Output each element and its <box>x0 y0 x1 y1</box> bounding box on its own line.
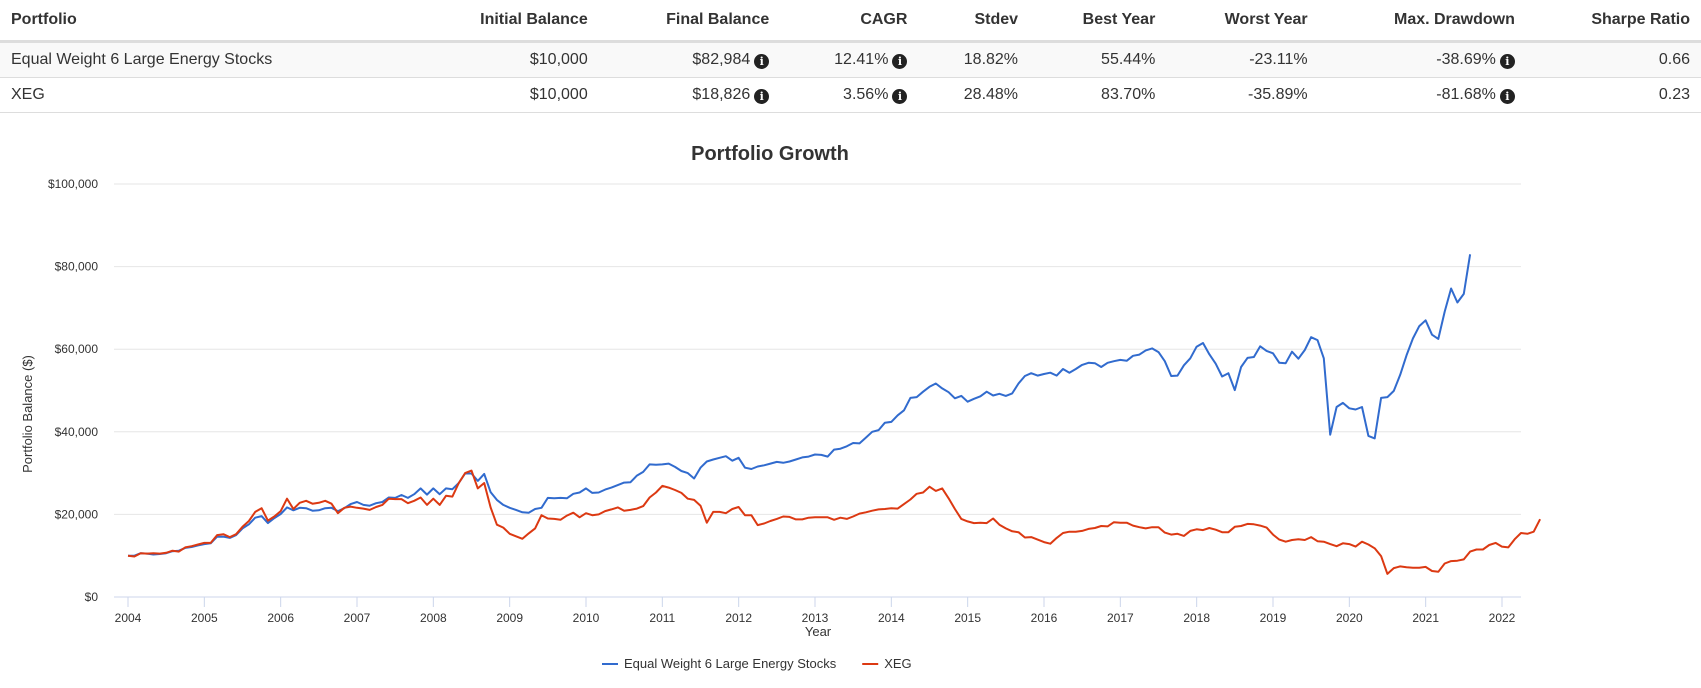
x-tick-label: 2021 <box>1412 611 1439 625</box>
max-drawdown-value: -38.69% <box>1436 51 1496 68</box>
cell-final-balance: $18,826 i <box>598 77 781 113</box>
header-max-drawdown: Max. Drawdown <box>1318 0 1526 43</box>
table-row: Equal Weight 6 Large Energy Stocks $10,0… <box>0 41 1701 78</box>
y-tick-label: $100,000 <box>48 177 98 191</box>
x-tick-label: 2005 <box>191 611 218 625</box>
header-stdev: Stdev <box>918 0 1030 43</box>
legend: Equal Weight 6 Large Energy Stocks XEG <box>602 656 912 671</box>
cagr-value: 3.56% <box>843 86 889 103</box>
cell-initial-balance: $10,000 <box>410 77 599 113</box>
cell-stdev: 18.82% <box>918 41 1030 78</box>
cell-sharpe-ratio: 0.66 <box>1525 41 1701 78</box>
cell-worst-year: -35.89% <box>1166 77 1319 113</box>
portfolio-stats-table: Portfolio Initial Balance Final Balance … <box>0 0 1701 113</box>
y-tick-label: $40,000 <box>55 425 99 439</box>
x-tick-label: 2007 <box>344 611 371 625</box>
legend-label[interactable]: Equal Weight 6 Large Energy Stocks <box>624 656 837 671</box>
table-row: XEG $10,000 $18,826 i 3.56% i 28.48% 83.70… <box>0 77 1701 113</box>
series-lines <box>127 254 1541 575</box>
x-axis: 2004 2005 2006 2007 2008 2009 2010 2011 2012 2013… <box>114 596 1521 625</box>
x-tick-label: 2013 <box>802 611 829 625</box>
y-tick-label: $80,000 <box>55 260 99 274</box>
max-drawdown-value: -81.68% <box>1436 86 1496 103</box>
series-line-xeg <box>127 469 1541 575</box>
cell-max-drawdown: -81.68% i <box>1318 77 1526 113</box>
x-tick-label: 2015 <box>954 611 981 625</box>
cell-portfolio: Equal Weight 6 Large Energy Stocks <box>0 41 411 78</box>
info-circle-icon[interactable]: i <box>754 89 770 104</box>
x-tick-label: 2011 <box>649 611 675 625</box>
x-tick-label: 2009 <box>496 611 523 625</box>
x-tick-label: 2012 <box>725 611 752 625</box>
y-axis-ticks: $0 $20,000 $40,000 $60,000 $80,000 $100,000 <box>48 177 98 604</box>
header-initial-balance: Initial Balance <box>410 0 599 43</box>
info-circle-icon[interactable]: i <box>1499 89 1515 104</box>
x-tick-label: 2016 <box>1031 611 1058 625</box>
x-tick-label: 2022 <box>1489 611 1516 625</box>
x-tick-label: 2004 <box>115 611 142 625</box>
final-balance-value: $18,826 <box>692 86 751 103</box>
series-line-equal-weight-6-large-energy-stocks <box>128 254 1472 557</box>
x-tick-label: 2006 <box>267 611 294 625</box>
legend-label[interactable]: XEG <box>884 656 911 671</box>
info-circle-icon[interactable]: i <box>892 54 908 69</box>
cell-portfolio: XEG <box>0 77 411 113</box>
x-tick-label: 2018 <box>1183 611 1210 625</box>
chart-title: Portfolio Growth <box>691 143 849 165</box>
y-axis-title: Portfolio Balance ($) <box>20 355 35 473</box>
cell-max-drawdown: -38.69% i <box>1318 41 1526 78</box>
header-portfolio: Portfolio <box>0 0 411 43</box>
cell-cagr: 3.56% i <box>780 77 919 113</box>
cell-cagr: 12.41% i <box>780 41 919 78</box>
y-tick-label: $20,000 <box>55 507 99 521</box>
cell-initial-balance: $10,000 <box>410 41 599 78</box>
cell-best-year: 55.44% <box>1029 41 1167 78</box>
info-circle-icon[interactable]: i <box>754 54 770 69</box>
header-sharpe-ratio: Sharpe Ratio <box>1525 0 1701 43</box>
info-circle-icon[interactable]: i <box>1499 54 1515 69</box>
y-tick-label: $60,000 <box>55 342 99 356</box>
x-tick-label: 2017 <box>1107 611 1134 625</box>
x-tick-label: 2020 <box>1336 611 1363 625</box>
y-tick-label: $0 <box>85 590 99 604</box>
cell-best-year: 83.70% <box>1029 77 1167 113</box>
cagr-value: 12.41% <box>834 51 889 68</box>
gridlines <box>114 183 1521 515</box>
cell-worst-year: -23.11% <box>1166 41 1319 78</box>
x-tick-label: 2008 <box>420 611 447 625</box>
header-cagr: CAGR <box>780 0 919 43</box>
cell-final-balance: $82,984 i <box>598 41 781 78</box>
portfolio-growth-chart: Portfolio Growth $0 $20,000 $40,000 $60,000… <box>20 143 1541 671</box>
header-worst-year: Worst Year <box>1166 0 1319 43</box>
x-tick-label: 2019 <box>1260 611 1287 625</box>
final-balance-value: $82,984 <box>692 51 751 68</box>
cell-stdev: 28.48% <box>918 77 1030 113</box>
table-header-row: Portfolio Initial Balance Final Balance … <box>0 0 1701 43</box>
cell-sharpe-ratio: 0.23 <box>1525 77 1701 113</box>
info-circle-icon[interactable]: i <box>892 89 908 104</box>
x-tick-label: 2014 <box>878 611 905 625</box>
x-tick-label: 2010 <box>573 611 600 625</box>
x-axis-title: Year <box>805 624 832 639</box>
header-final-balance: Final Balance <box>598 0 781 43</box>
header-best-year: Best Year <box>1029 0 1167 43</box>
